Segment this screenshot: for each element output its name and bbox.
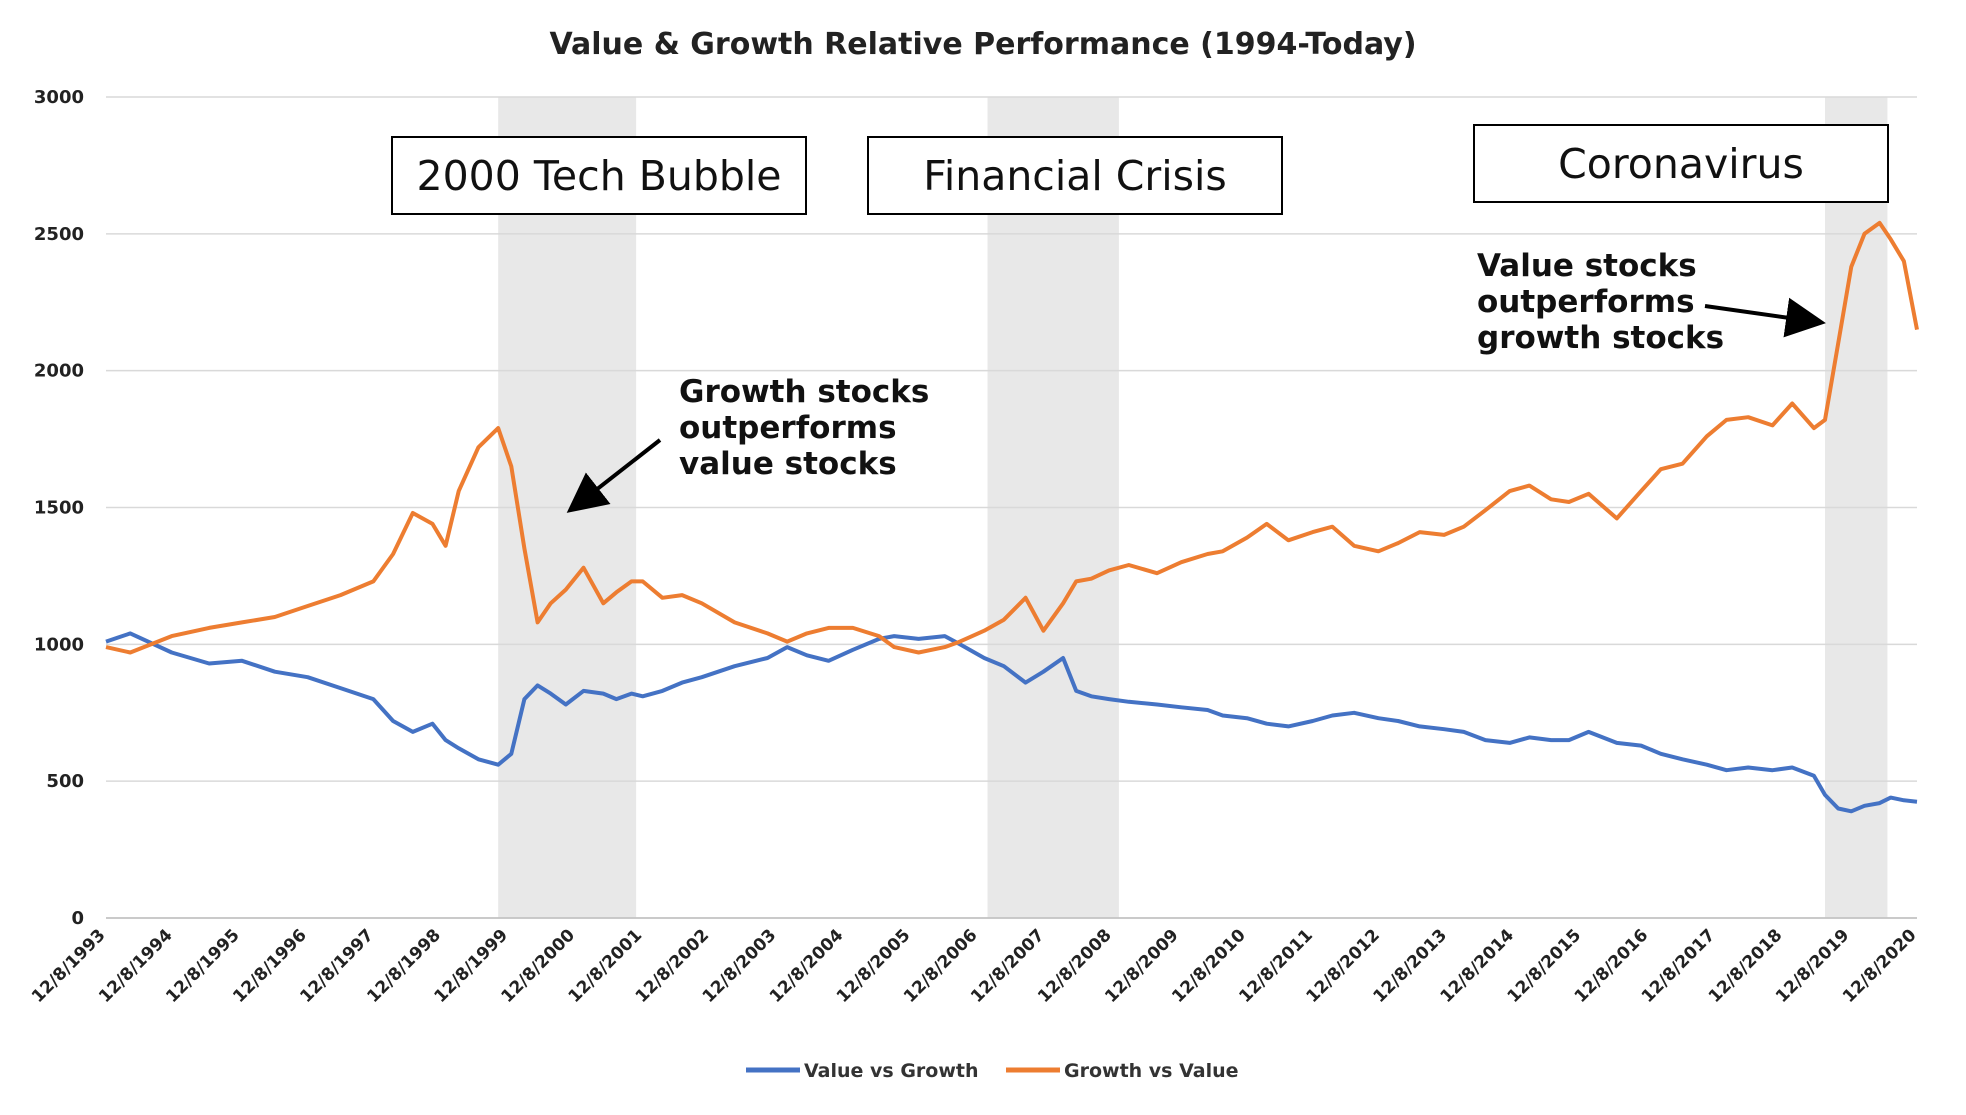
callout-growth-line-2: outperforms [679,410,897,446]
y-tick-label: 1000 [34,634,84,655]
chart-title: Value & Growth Relative Performance (199… [549,27,1416,62]
annotation-box-tech-bubble-label: 2000 Tech Bubble [416,152,781,200]
callout-value-line-1: Value stocks [1477,248,1697,284]
y-tick-label: 2500 [34,224,84,245]
callout-value-line-3: growth stocks [1477,320,1724,356]
annotation-box-tech-bubble [391,136,807,215]
callout-value-line-2: outperforms [1477,284,1695,320]
callout-value-arrow [1704,297,1826,338]
annotation-box-coronavirus [1473,124,1889,203]
legend-label-value-vs-growth: Value vs Growth [804,1060,979,1082]
callout-growth-line-3: value stocks [679,446,897,482]
y-tick-label: 2000 [34,361,84,382]
legend-label-growth-vs-value: Growth vs Value [1064,1060,1239,1082]
series-line-value-vs-growth [105,631,1918,814]
series-line-growth-vs-value [105,220,1919,655]
y-tick-label: 1500 [34,498,84,519]
annotation-box-financial-crisis [867,136,1283,215]
annotation-box-financial-crisis-label: Financial Crisis [923,152,1227,200]
callout-growth-arrow [566,438,662,513]
y-tick-label: 500 [46,771,84,792]
y-tick-label: 0 [71,908,84,929]
y-tick-label: 3000 [34,87,84,108]
callout-growth-line-1: Growth stocks [679,374,929,410]
annotation-box-coronavirus-label: Coronavirus [1558,140,1804,188]
